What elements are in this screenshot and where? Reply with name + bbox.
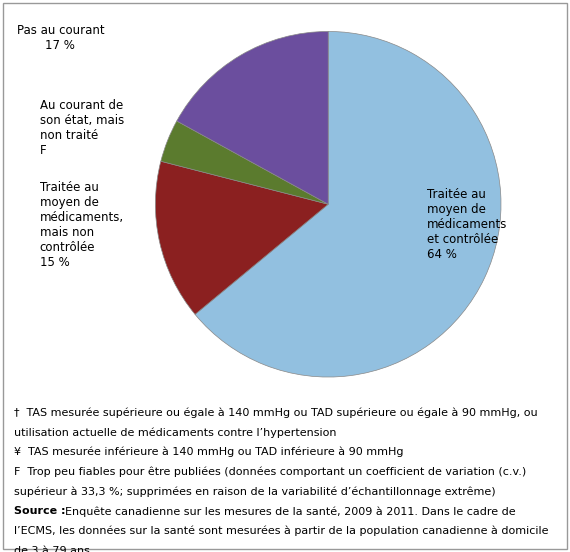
Text: de 3 à 79 ans.: de 3 à 79 ans. [14, 545, 93, 552]
Text: Pas au courant
17 %: Pas au courant 17 % [17, 24, 104, 52]
Text: Traitée au
moyen de
médicaments
et contrôlée
64 %: Traitée au moyen de médicaments et contr… [427, 188, 507, 262]
Text: utilisation actuelle de médicaments contre l’hypertension: utilisation actuelle de médicaments cont… [14, 427, 337, 438]
Text: Traitée au
moyen de
médicaments,
mais non
contrôlée
15 %: Traitée au moyen de médicaments, mais no… [40, 181, 124, 269]
Text: Source :: Source : [14, 506, 70, 516]
Text: †  TAS mesurée supérieure ou égale à 140 mmHg ou TAD supérieure ou égale à 90 mm: † TAS mesurée supérieure ou égale à 140 … [14, 407, 538, 418]
Wedge shape [156, 161, 328, 315]
Wedge shape [177, 31, 328, 204]
Wedge shape [161, 121, 328, 204]
Wedge shape [195, 31, 501, 377]
Text: Enquête canadienne sur les mesures de la santé, 2009 à 2011. Dans le cadre de: Enquête canadienne sur les mesures de la… [65, 506, 516, 517]
Text: F  Trop peu fiables pour être publiées (données comportant un coefficient de var: F Trop peu fiables pour être publiées (d… [14, 466, 527, 477]
Text: supérieur à 33,3 %; supprimées en raison de la variabilité d’échantillonnage ext: supérieur à 33,3 %; supprimées en raison… [14, 486, 496, 497]
Text: l’ECMS, les données sur la santé sont mesurées à partir de la population canadie: l’ECMS, les données sur la santé sont me… [14, 526, 549, 537]
Text: ¥  TAS mesurée inférieure à 140 mmHg ou TAD inférieure à 90 mmHg: ¥ TAS mesurée inférieure à 140 mmHg ou T… [14, 447, 404, 458]
Text: Au courant de
son état, mais
non traité
F: Au courant de son état, mais non traité … [40, 99, 124, 157]
